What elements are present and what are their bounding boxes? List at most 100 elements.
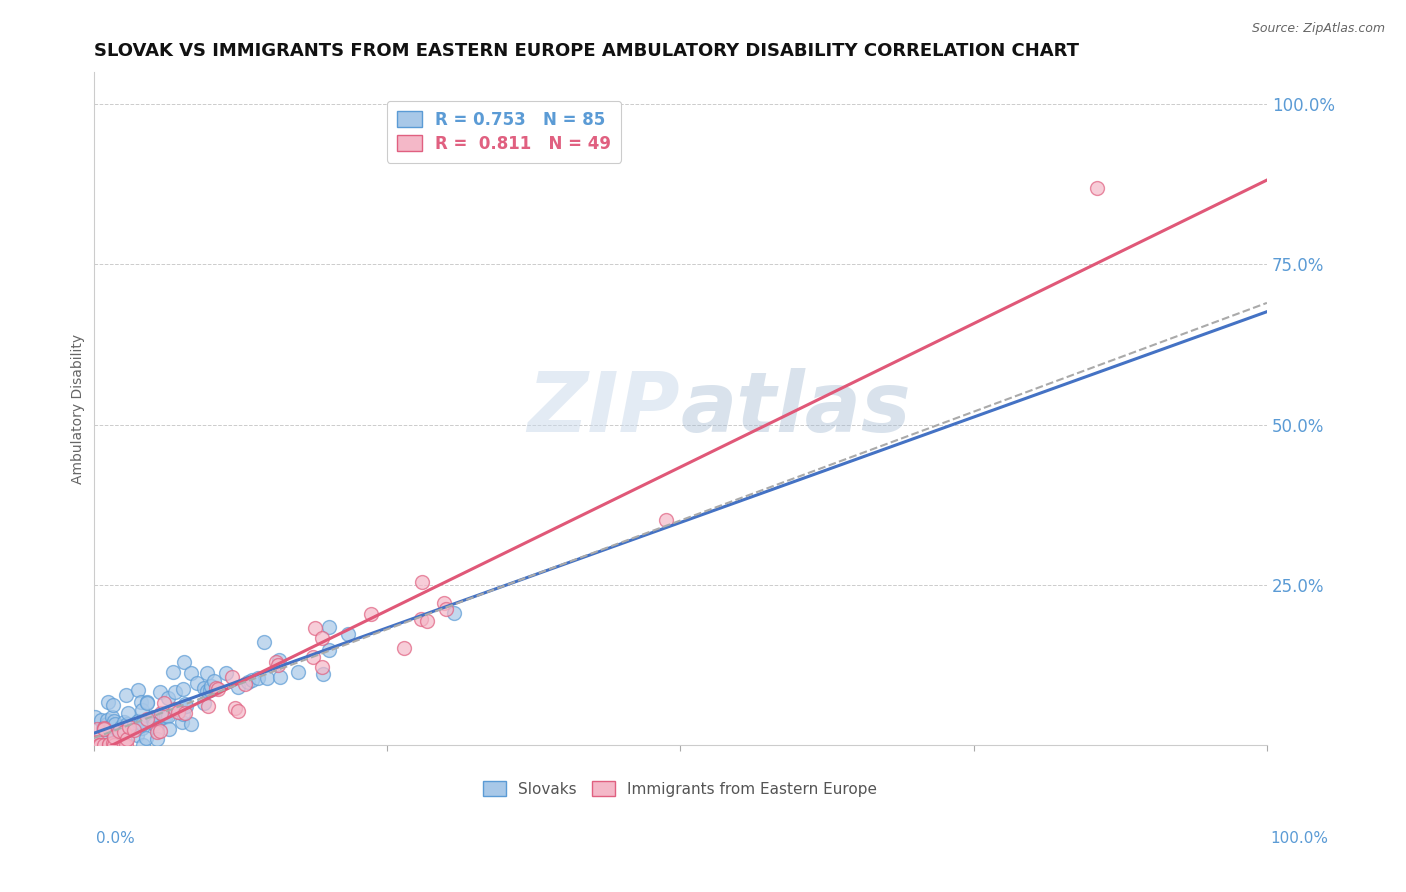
Legend: Slovaks, Immigrants from Eastern Europe: Slovaks, Immigrants from Eastern Europe [475, 773, 884, 805]
Point [136, 712, 159, 726]
Point [112, 714, 135, 729]
Point [129, 695, 152, 709]
Point [240, 673, 263, 688]
Point [107, 727, 129, 741]
Point [146, 724, 169, 739]
Point [247, 671, 270, 685]
Point [135, 731, 157, 745]
Point [226, 704, 249, 718]
Point [215, 666, 238, 681]
Point [90, 713, 112, 727]
Point [103, 730, 125, 744]
Text: atlas: atlas [681, 368, 911, 449]
Point [97, 738, 120, 752]
Point [193, 681, 215, 695]
Point [267, 658, 290, 673]
Point [264, 656, 287, 670]
Point [157, 709, 180, 723]
Point [83, 738, 105, 752]
Point [117, 706, 139, 720]
Point [127, 714, 149, 729]
Point [337, 627, 360, 641]
Y-axis label: Ambulatory Disability: Ambulatory Disability [72, 334, 86, 483]
Point [127, 683, 149, 698]
Point [131, 703, 153, 717]
Point [411, 574, 433, 589]
Point [112, 738, 135, 752]
Point [392, 640, 415, 655]
Point [233, 676, 256, 690]
Point [195, 665, 218, 680]
Point [112, 725, 135, 739]
Point [253, 635, 276, 649]
Point [149, 706, 172, 721]
Point [1085, 180, 1108, 194]
Point [96, 713, 118, 727]
Point [256, 671, 278, 685]
Point [96, 731, 118, 746]
Point [186, 676, 208, 690]
Point [301, 650, 323, 665]
Point [174, 698, 197, 713]
Point [125, 728, 148, 742]
Point [129, 715, 152, 730]
Point [107, 723, 129, 738]
Point [142, 709, 165, 723]
Point [165, 684, 187, 698]
Point [169, 701, 191, 715]
Point [146, 732, 169, 747]
Point [86, 738, 108, 752]
Text: Source: ZipAtlas.com: Source: ZipAtlas.com [1251, 22, 1385, 36]
Point [157, 691, 180, 706]
Point [115, 738, 138, 752]
Point [94, 722, 117, 736]
Point [172, 681, 194, 696]
Point [110, 720, 132, 734]
Point [269, 670, 291, 684]
Text: ZIP: ZIP [527, 368, 681, 449]
Point [221, 670, 243, 684]
Point [170, 714, 193, 729]
Point [103, 738, 125, 752]
Point [172, 706, 194, 721]
Point [155, 709, 177, 723]
Point [124, 716, 146, 731]
Point [180, 665, 202, 680]
Point [318, 620, 340, 634]
Point [142, 713, 165, 727]
Point [180, 717, 202, 731]
Point [318, 643, 340, 657]
Point [434, 601, 457, 615]
Text: 100.0%: 100.0% [1271, 831, 1329, 846]
Point [93, 738, 115, 752]
Point [655, 513, 678, 527]
Point [267, 652, 290, 666]
Point [162, 665, 184, 679]
Point [83, 736, 105, 750]
Point [197, 698, 219, 713]
Point [146, 722, 169, 736]
Point [416, 614, 439, 628]
Point [136, 696, 159, 710]
Point [100, 710, 122, 724]
Point [87, 738, 110, 752]
Point [103, 714, 125, 728]
Point [304, 621, 326, 635]
Point [97, 695, 120, 709]
Point [131, 721, 153, 735]
Point [89, 738, 111, 752]
Point [311, 631, 333, 645]
Point [409, 612, 432, 626]
Point [311, 660, 333, 674]
Point [224, 700, 246, 714]
Point [167, 705, 190, 719]
Point [97, 738, 120, 752]
Point [122, 723, 145, 737]
Point [163, 702, 186, 716]
Point [202, 673, 225, 688]
Point [103, 736, 125, 750]
Point [118, 720, 141, 734]
Point [200, 679, 222, 693]
Point [200, 683, 222, 698]
Point [174, 697, 197, 711]
